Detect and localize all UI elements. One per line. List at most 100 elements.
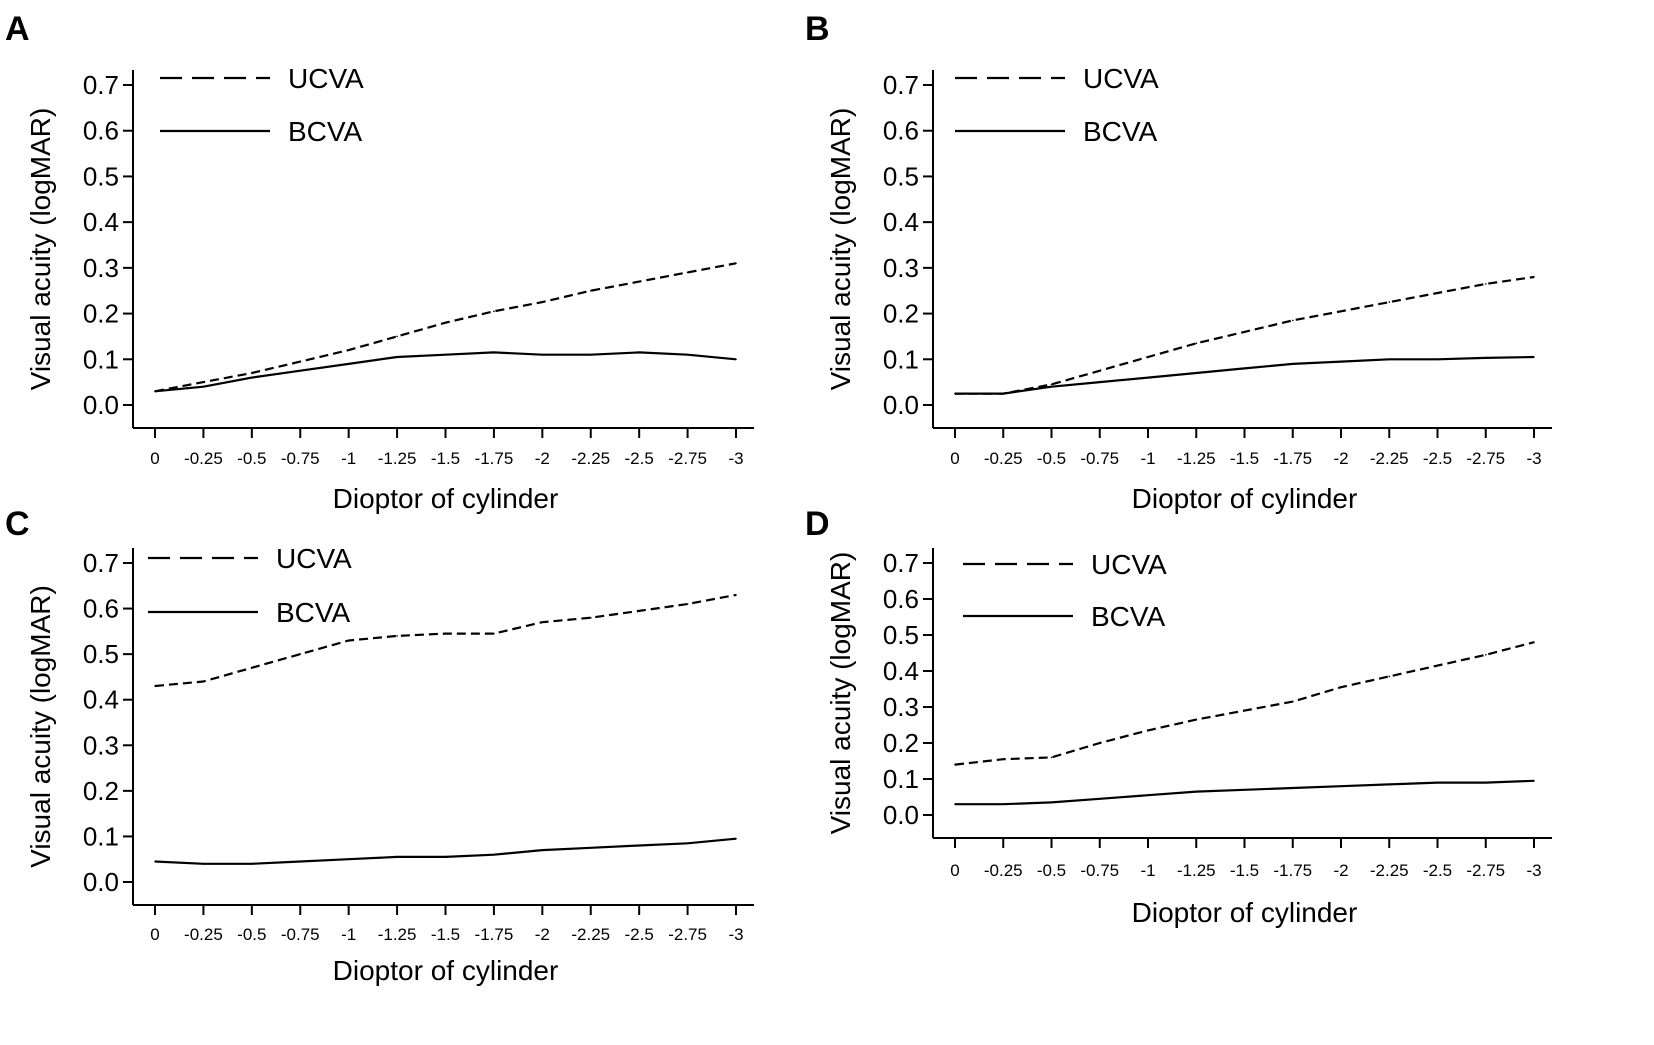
y-tick-label: 0.0: [83, 867, 119, 897]
x-tick-label: -0.5: [1037, 449, 1066, 468]
legend-label-ucva: UCVA: [288, 63, 364, 94]
data-point-bcva: [1099, 798, 1101, 800]
data-point-bcva: [1340, 785, 1342, 787]
data-point-bcva: [202, 863, 205, 865]
data-point-bcva: [444, 353, 447, 356]
data-point-bcva: [954, 803, 956, 805]
x-tick-label: -2.75: [668, 449, 707, 468]
legend: UCVA BCVA: [148, 543, 352, 628]
data-point-bcva: [1243, 367, 1246, 370]
y-tick-label: 0.6: [83, 594, 119, 624]
data-point-ucva: [202, 680, 205, 683]
data-point-bcva: [541, 353, 544, 356]
x-tick-label: -2: [1333, 861, 1348, 880]
x-tick-label: -3: [728, 449, 743, 468]
data-point-ucva: [1340, 310, 1342, 313]
y-tick-label: 0.1: [883, 764, 919, 794]
y-tick-label: 0.5: [83, 639, 119, 669]
chart-panel-a: A 0.0 0.1 0.2 0.3 0.4 0.5 0.6 0.7 0 -0.25 -0.5 -0.75…: [5, 10, 754, 514]
y-tick-label: 0.6: [83, 116, 119, 146]
x-axis-title: Dioptor of cylinder: [333, 483, 559, 514]
series-line-ucva: [154, 593, 737, 688]
x-tick-label: -0.75: [1080, 449, 1119, 468]
data-point-bcva: [1533, 780, 1535, 782]
data-point-bcva: [1147, 376, 1149, 379]
data-point-bcva: [1050, 801, 1053, 804]
x-tick-label: -1.25: [378, 449, 417, 468]
data-point-bcva: [1002, 392, 1005, 395]
x-tick-label: -1.5: [431, 449, 460, 468]
x-tick-label: -0.25: [984, 449, 1023, 468]
data-point-bcva: [541, 849, 544, 851]
legend-label-ucva: UCVA: [1091, 549, 1167, 580]
data-point-bcva: [1533, 356, 1535, 358]
y-tick-label: 0.4: [83, 685, 119, 715]
legend-label-ucva: UCVA: [1083, 63, 1159, 94]
legend-label-bcva: BCVA: [1091, 601, 1165, 632]
y-axis-title: Visual acuity (logMAR): [25, 108, 56, 391]
data-point-ucva: [299, 360, 302, 363]
data-point-ucva: [1485, 654, 1487, 656]
data-point-bcva: [493, 351, 495, 354]
y-tick-label: 0.7: [883, 548, 919, 578]
x-axis-title: Dioptor of cylinder: [333, 955, 559, 986]
y-tick-label: 0.1: [83, 821, 119, 851]
x-tick-label: 0: [950, 449, 959, 468]
data-point-bcva: [1436, 358, 1439, 361]
data-point-bcva: [347, 363, 350, 365]
data-point-ucva: [590, 616, 592, 619]
y-axis-title: Visual acuity (logMAR): [825, 108, 856, 391]
x-tick-label: -2: [535, 925, 550, 944]
legend: UCVA BCVA: [955, 63, 1159, 147]
x-tick-label: -1.5: [431, 925, 460, 944]
y-tick-label: 0.0: [883, 800, 919, 830]
data-point-ucva: [347, 639, 350, 642]
data-point-bcva: [1243, 789, 1246, 791]
data-point-bcva: [251, 863, 253, 865]
y-tick-label: 0.3: [883, 253, 919, 283]
x-tick-label: -1.25: [1177, 449, 1216, 468]
data-point-ucva: [1533, 641, 1535, 643]
y-tick-label: 0.5: [883, 620, 919, 650]
data-point-bcva: [1002, 803, 1005, 805]
panel-letter: B: [805, 10, 830, 48]
x-tick-label: -1.75: [1273, 449, 1312, 468]
data-point-bcva: [735, 837, 737, 840]
x-tick-label: -2.75: [1466, 861, 1505, 880]
data-point-bcva: [638, 351, 640, 354]
data-point-bcva: [1388, 783, 1391, 786]
y-tick-label: 0.3: [883, 692, 919, 722]
y-tick-label: 0.7: [83, 548, 119, 578]
data-point-bcva: [396, 356, 398, 358]
legend-label-bcva: BCVA: [276, 597, 350, 628]
legend-label-bcva: BCVA: [288, 116, 362, 147]
data-point-bcva: [638, 844, 640, 847]
data-point-ucva: [154, 685, 156, 687]
x-tick-label: -0.5: [237, 925, 266, 944]
data-point-ucva: [1533, 276, 1535, 278]
data-point-bcva: [1147, 794, 1149, 796]
x-tick-label: -1: [1140, 449, 1155, 468]
y-tick-label: 0.3: [83, 730, 119, 760]
data-point-ucva: [1002, 758, 1005, 760]
data-point-ucva: [1388, 301, 1391, 303]
x-tick-label: -0.25: [184, 449, 223, 468]
x-tick-label: -1.75: [475, 925, 514, 944]
x-tick-label: 0: [150, 449, 159, 468]
panel-letter: A: [5, 10, 30, 48]
data-point-bcva: [493, 853, 495, 856]
data-point-ucva: [444, 321, 447, 324]
data-point-bcva: [347, 858, 350, 860]
y-tick-label: 0.5: [83, 161, 119, 191]
x-tick-label: -2.5: [1423, 449, 1452, 468]
y-tick-label: 0.6: [883, 116, 919, 146]
y-tick-label: 0.2: [883, 728, 919, 758]
data-point-ucva: [347, 349, 350, 351]
series-line-ucva: [955, 275, 1535, 395]
data-point-ucva: [1195, 718, 1198, 721]
x-tick-label: -2.5: [625, 925, 654, 944]
panel-letter: C: [5, 505, 30, 543]
x-tick-label: -1: [341, 925, 356, 944]
x-tick-label: -1.75: [1273, 861, 1312, 880]
data-point-ucva: [1050, 756, 1053, 759]
